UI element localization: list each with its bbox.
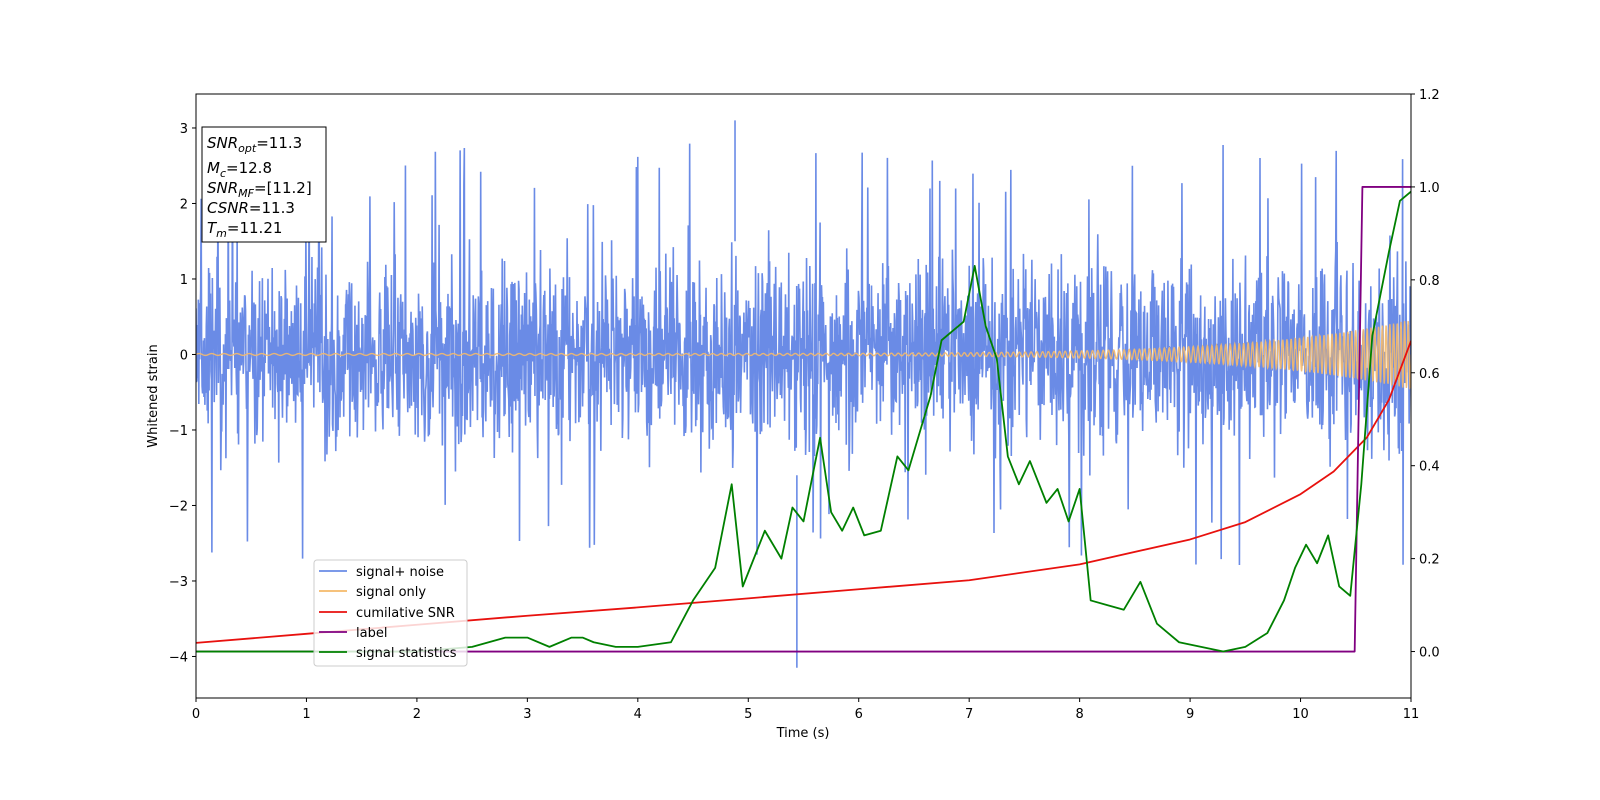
x-tick-label: 8 bbox=[1075, 707, 1083, 722]
y-tick-label: 0 bbox=[180, 348, 188, 363]
legend: signal+ noise signal only cumilative SNR… bbox=[313, 559, 468, 667]
info-chirp-mass: Mc=12.8 bbox=[207, 159, 272, 180]
x-tick-label: 5 bbox=[744, 707, 752, 722]
legend-label-signal-noise: signal+ noise bbox=[356, 565, 444, 580]
y2-tick-label: 0.0 bbox=[1419, 646, 1440, 661]
x-axis-label: Time (s) bbox=[776, 726, 830, 741]
x-tick-label: 0 bbox=[192, 707, 200, 722]
y2-tick-label: 0.6 bbox=[1419, 367, 1440, 382]
series-cumulative-snr bbox=[196, 340, 1411, 644]
info-snr-opt: SNRopt=11.3 bbox=[207, 134, 302, 155]
x-tick-label: 6 bbox=[855, 707, 863, 722]
x-tick-label: 9 bbox=[1186, 707, 1194, 722]
series-signal-noise bbox=[196, 120, 1411, 668]
y2-tick-label: 0.2 bbox=[1419, 553, 1440, 568]
x-tick-label: 3 bbox=[523, 707, 531, 722]
y-tick-label: −1 bbox=[169, 424, 188, 439]
x-tick-label: 10 bbox=[1292, 707, 1309, 722]
legend-label-signal-only: signal only bbox=[356, 585, 426, 600]
info-box-frame bbox=[201, 126, 327, 243]
x-tick-label: 11 bbox=[1403, 707, 1420, 722]
y-tick-label: −4 bbox=[169, 650, 188, 665]
y-tick-label: 2 bbox=[180, 197, 188, 212]
legend-label-cumulative-snr: cumilative SNR bbox=[356, 606, 455, 621]
series-signal-statistics bbox=[196, 190, 1411, 653]
y-axis-label: Whitened strain bbox=[146, 344, 161, 447]
series-label bbox=[196, 186, 1411, 653]
series-layer bbox=[196, 120, 1411, 668]
info-csnr: CSNR=11.3 bbox=[207, 199, 295, 217]
series-signal-only bbox=[196, 320, 1411, 390]
legend-label-signal-statistics: signal statistics bbox=[356, 646, 457, 661]
y-tick-label: 3 bbox=[180, 122, 188, 137]
legend-label-label: label bbox=[356, 626, 387, 641]
plot-frame bbox=[195, 93, 1412, 699]
info-merger-time: Tm=11.21 bbox=[207, 219, 282, 240]
y2-tick-label: 0.8 bbox=[1419, 274, 1440, 289]
x-tick-label: 7 bbox=[965, 707, 973, 722]
legend-frame bbox=[313, 559, 468, 667]
x-tick-label: 2 bbox=[413, 707, 421, 722]
x-tick-label: 1 bbox=[302, 707, 310, 722]
ticks-layer: 0 1 2 3 4 5 6 7 8 9 10 11 −4 −3 −2 −1 0 1 2 3 0.0 0.2 0.4 0.6 0.… bbox=[169, 88, 1440, 722]
y2-tick-label: 1.2 bbox=[1419, 88, 1440, 103]
y-tick-label: −2 bbox=[169, 499, 188, 514]
info-snr-mf: SNRMF=[11.2] bbox=[207, 179, 312, 200]
x-tick-label: 4 bbox=[634, 707, 642, 722]
y-tick-label: −3 bbox=[169, 575, 188, 590]
info-box: SNRopt=11.3 Mc=12.8 SNRMF=[11.2] CSNR=11… bbox=[201, 126, 327, 243]
y-tick-label: 1 bbox=[180, 273, 188, 288]
y2-tick-label: 0.4 bbox=[1419, 460, 1440, 475]
y2-tick-label: 1.0 bbox=[1419, 181, 1440, 196]
